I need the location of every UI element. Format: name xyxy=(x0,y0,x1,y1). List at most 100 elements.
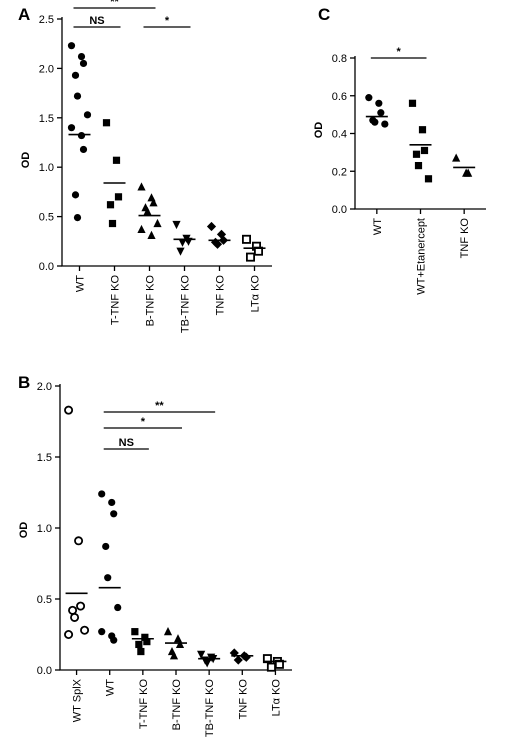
y-tick-label: 1.0 xyxy=(37,523,52,535)
axis-line xyxy=(61,17,272,267)
data-point xyxy=(108,219,117,228)
data-point xyxy=(197,650,206,659)
data-point xyxy=(424,175,433,183)
x-tick-label: WT SplX xyxy=(72,678,84,722)
data-point xyxy=(464,168,473,177)
data-point xyxy=(131,628,139,636)
data-point xyxy=(70,612,80,622)
y-tick-label: 0.2 xyxy=(332,166,347,178)
data-point xyxy=(110,636,118,644)
significance-label: * xyxy=(165,15,170,27)
data-point xyxy=(83,111,92,119)
y-tick-label: 2.5 xyxy=(39,14,54,26)
y-tick-label: 0.0 xyxy=(37,665,52,677)
data-point xyxy=(175,639,185,649)
data-point xyxy=(420,146,429,155)
significance-label: NS xyxy=(119,437,134,449)
data-point xyxy=(79,145,88,154)
data-point xyxy=(143,207,152,216)
data-point xyxy=(371,118,379,126)
data-point xyxy=(375,99,383,107)
data-point xyxy=(114,603,122,612)
data-point xyxy=(80,625,90,635)
data-point xyxy=(73,213,82,222)
x-tick-label: WT xyxy=(75,275,87,292)
data-point xyxy=(206,221,217,232)
data-point xyxy=(71,191,80,199)
y-tick-label: 2.0 xyxy=(37,381,52,393)
data-point xyxy=(241,652,251,662)
y-tick-label: 0.5 xyxy=(37,594,52,606)
x-tick-label: LTα KO xyxy=(270,679,282,717)
panel-label: A xyxy=(18,5,30,24)
data-point xyxy=(143,638,151,646)
data-point xyxy=(104,574,112,582)
data-point xyxy=(67,42,76,50)
y-tick-label: 0.0 xyxy=(39,261,54,273)
y-axis-label: OD xyxy=(20,152,32,169)
x-tick-label: TB-TNF KO xyxy=(180,275,192,333)
data-point xyxy=(266,662,276,672)
data-point xyxy=(137,182,146,191)
y-axis-label: OD xyxy=(18,522,30,539)
x-tick-label: TNF KO xyxy=(215,275,227,316)
significance-label: NS xyxy=(89,15,104,27)
y-tick-label: 0.6 xyxy=(332,91,347,103)
data-point xyxy=(77,52,86,61)
panel-label: C xyxy=(318,5,330,24)
data-point xyxy=(412,150,421,158)
data-point xyxy=(102,542,110,551)
x-tick-label: WT+Etanercept xyxy=(416,218,428,295)
data-point xyxy=(110,510,118,518)
data-point xyxy=(135,640,143,649)
y-tick-label: 2.0 xyxy=(39,63,54,75)
significance-label: ** xyxy=(155,400,164,412)
x-tick-label: TNF KO xyxy=(459,218,471,259)
data-point xyxy=(212,239,223,249)
y-axis-label: OD xyxy=(313,122,325,139)
significance-label: * xyxy=(397,46,402,58)
x-tick-label: WT xyxy=(372,218,384,235)
data-point xyxy=(64,405,74,415)
data-point xyxy=(114,193,123,201)
panel-label: B xyxy=(18,373,30,392)
data-point xyxy=(452,153,461,162)
data-point xyxy=(67,124,76,132)
data-point xyxy=(153,218,162,228)
data-point xyxy=(241,234,251,244)
data-point xyxy=(77,131,86,140)
x-tick-label: T-TNF KO xyxy=(138,679,150,730)
data-point xyxy=(137,647,145,656)
x-tick-label: TNF KO xyxy=(237,679,249,720)
data-point xyxy=(178,238,187,247)
data-point xyxy=(381,120,389,128)
y-tick-label: 0.4 xyxy=(332,129,347,141)
data-point xyxy=(73,92,82,100)
data-point xyxy=(112,156,121,164)
x-tick-label: T-TNF KO xyxy=(110,275,122,326)
x-tick-label: LTα KO xyxy=(250,275,262,313)
x-tick-label: WT xyxy=(105,679,117,696)
x-tick-label: B-TNF KO xyxy=(171,679,183,731)
y-tick-label: 1.0 xyxy=(39,162,54,174)
data-point xyxy=(64,630,74,640)
data-point xyxy=(176,247,185,256)
data-point xyxy=(163,627,173,636)
y-tick-label: 1.5 xyxy=(37,452,52,464)
data-point xyxy=(71,71,80,79)
data-point xyxy=(141,633,149,641)
significance-label: ** xyxy=(110,0,119,8)
data-point xyxy=(365,94,373,102)
data-point xyxy=(76,601,86,611)
y-tick-label: 0.5 xyxy=(39,212,54,224)
data-point xyxy=(147,230,156,239)
data-point xyxy=(106,201,115,209)
data-point xyxy=(418,126,427,134)
y-tick-label: 1.5 xyxy=(39,113,54,125)
data-point xyxy=(74,536,84,546)
data-point xyxy=(102,119,111,127)
data-point xyxy=(98,490,106,498)
y-tick-label: 0.0 xyxy=(332,204,347,216)
data-point xyxy=(245,252,255,262)
data-point xyxy=(408,99,417,107)
